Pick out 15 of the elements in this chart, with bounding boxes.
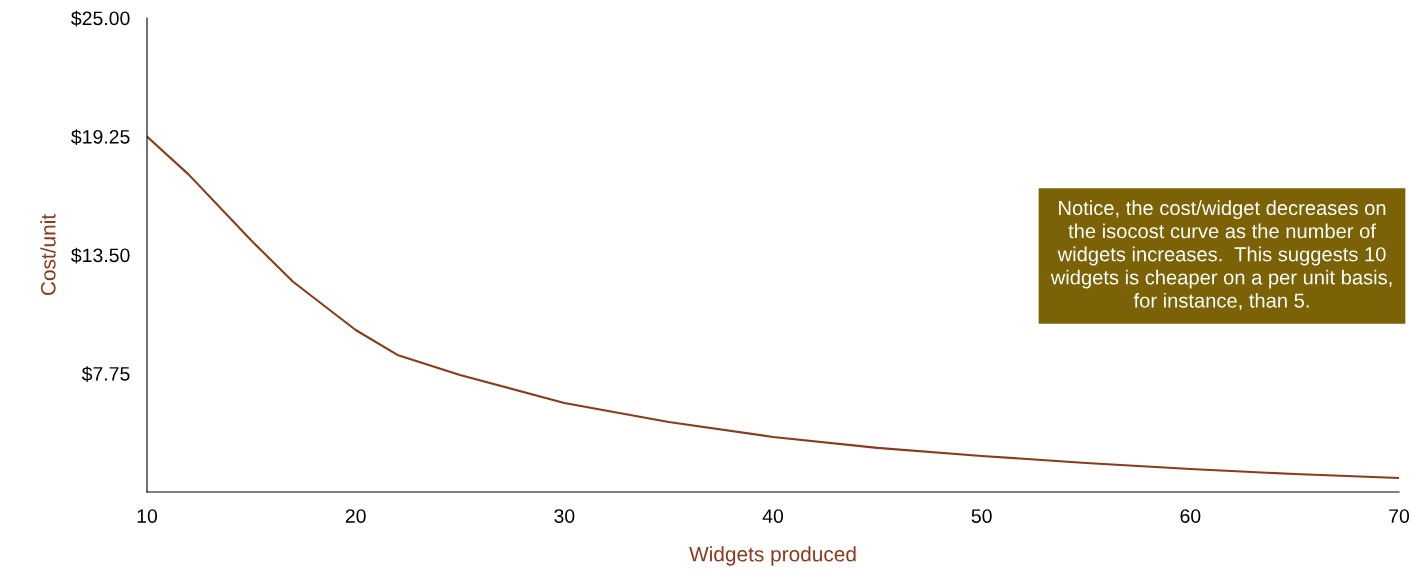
y-tick-label: $25.00 bbox=[71, 10, 130, 27]
x-tick-label: 50 bbox=[971, 509, 992, 523]
x-tick-label: 70 bbox=[1389, 509, 1410, 523]
line-series bbox=[147, 135, 1399, 480]
x-tick-label: 10 bbox=[137, 509, 158, 523]
y-tick-label: $19.25 bbox=[71, 129, 130, 145]
x-tick-label: 60 bbox=[1180, 509, 1201, 523]
y-tick-label: $13.50 bbox=[71, 247, 130, 264]
x-tick-label: 20 bbox=[345, 509, 366, 523]
x-tick-label: 30 bbox=[554, 509, 575, 523]
x-tick-label: 40 bbox=[762, 509, 784, 523]
annotation: Notice, the cost/widget decreases on the isocost curve as the number of widgets increases. This suggests 10 widgets is cheaper on a per unit basis, for instance, than 5. bbox=[1050, 200, 1392, 311]
y-axis-title: Cost/unit bbox=[40, 214, 56, 296]
x-axis-title: Widgets produced bbox=[689, 546, 856, 566]
y-tick-label: $7.75 bbox=[81, 366, 130, 382]
